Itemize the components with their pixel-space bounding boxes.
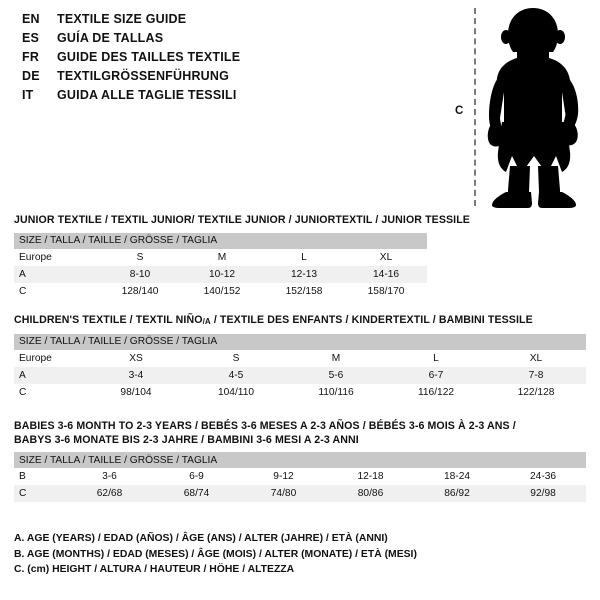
- table-band-row: SIZE / TALLA / TAILLE / GRÖSSE / TAGLIA: [14, 452, 587, 468]
- cell: 14-16: [345, 265, 428, 283]
- language-row-de: DE TEXTILGRÖSSENFÜHRUNG: [22, 69, 442, 88]
- section-title-babies-line1: BABIES 3-6 MONTH TO 2-3 YEARS / BEBÉS 3-…: [14, 420, 516, 432]
- table-row: A 3-4 4-5 5-6 6-7 7-8: [14, 366, 587, 384]
- language-row-it: IT GUIDA ALLE TAGLIE TESSILI: [22, 88, 442, 107]
- band-label-babies: SIZE / TALLA / TAILLE / GRÖSSE / TAGLIA: [14, 452, 587, 468]
- table-band-row: SIZE / TALLA / TAILLE / GRÖSSE / TAGLIA: [14, 333, 587, 350]
- section-title-children: CHILDREN'S TEXTILE / TEXTIL NIÑO/A / TEX…: [14, 314, 586, 329]
- cell: 8-10: [99, 265, 181, 283]
- table-row: C 98/104 104/110 110/116 116/122 122/128: [14, 383, 587, 401]
- cell: 6-7: [386, 366, 486, 384]
- table-row: C 62/68 68/74 74/80 80/86 86/92 92/98: [14, 485, 587, 502]
- table-babies-sizes: SIZE / TALLA / TAILLE / GRÖSSE / TAGLIA …: [14, 452, 587, 502]
- row-label: A: [14, 366, 86, 384]
- language-code-it: IT: [22, 88, 34, 102]
- cell: 18-24: [414, 468, 500, 485]
- language-code-de: DE: [22, 69, 40, 83]
- table-children-sizes: SIZE / TALLA / TAILLE / GRÖSSE / TAGLIA …: [14, 333, 587, 401]
- cell: 122/128: [486, 383, 587, 401]
- cell: 24-36: [500, 468, 587, 485]
- section-title-junior: JUNIOR TEXTILE / TEXTIL JUNIOR/ TEXTILE …: [14, 214, 470, 226]
- language-code-fr: FR: [22, 50, 40, 64]
- band-label-children: SIZE / TALLA / TAILLE / GRÖSSE / TAGLIA: [14, 333, 587, 350]
- row-label: Europe: [14, 248, 99, 266]
- cell: 9-12: [240, 468, 327, 485]
- cell: S: [186, 349, 286, 367]
- section-childrens-textile: CHILDREN'S TEXTILE / TEXTIL NIÑO/A / TEX…: [14, 314, 587, 401]
- cell: 92/98: [500, 485, 587, 502]
- cell: XS: [86, 349, 186, 367]
- table-band-row: SIZE / TALLA / TAILLE / GRÖSSE / TAGLIA: [14, 232, 428, 249]
- cell: 98/104: [86, 383, 186, 401]
- language-title-block: EN TEXTILE SIZE GUIDE ES GUÍA DE TALLAS …: [22, 12, 442, 107]
- row-label: B: [14, 468, 66, 485]
- row-label: A: [14, 265, 99, 283]
- legend-line-a: A. AGE (YEARS) / EDAD (AÑOS) / ÂGE (ANS)…: [14, 533, 388, 544]
- cell: 68/74: [153, 485, 240, 502]
- table-junior-sizes: SIZE / TALLA / TAILLE / GRÖSSE / TAGLIA …: [14, 232, 428, 300]
- section-title-children-pre: CHILDREN'S TEXTILE / TEXTIL NIÑO: [14, 314, 203, 326]
- cell: 4-5: [186, 366, 286, 384]
- language-title-fr: GUIDE DES TAILLES TEXTILE: [57, 50, 241, 64]
- cell: 74/80: [240, 485, 327, 502]
- table-row: Europe S M L XL: [14, 248, 428, 266]
- cell: 110/116: [286, 383, 386, 401]
- row-label: C: [14, 383, 86, 401]
- section-junior-textile: JUNIOR TEXTILE / TEXTIL JUNIOR/ TEXTILE …: [14, 214, 470, 300]
- table-row: B 3-6 6-9 9-12 12-18 18-24 24-36: [14, 468, 587, 485]
- cell: XL: [486, 349, 587, 367]
- cell: S: [99, 248, 181, 266]
- cell: 12-18: [327, 468, 414, 485]
- language-title-de: TEXTILGRÖSSENFÜHRUNG: [57, 69, 230, 83]
- legend-line-c: C. (cm) HEIGHT / ALTURA / HAUTEUR / HÖHE…: [14, 564, 295, 575]
- table-row: A 8-10 10-12 12-13 14-16: [14, 265, 428, 283]
- language-title-es: GUÍA DE TALLAS: [57, 31, 164, 45]
- section-babies-textile: BABIES 3-6 MONTH TO 2-3 YEARS / BEBÉS 3-…: [14, 420, 587, 502]
- row-label: Europe: [14, 349, 86, 367]
- language-code-es: ES: [22, 31, 40, 45]
- language-title-it: GUIDA ALLE TAGLIE TESSILI: [57, 88, 237, 102]
- cell: 140/152: [181, 282, 263, 300]
- cell: 10-12: [181, 265, 263, 283]
- cell: 158/170: [345, 282, 428, 300]
- cell: M: [286, 349, 386, 367]
- legend-block: A. AGE (YEARS) / EDAD (AÑOS) / ÂGE (ANS)…: [14, 531, 417, 578]
- cell: 152/158: [263, 282, 345, 300]
- cell: 6-9: [153, 468, 240, 485]
- cell: XL: [345, 248, 428, 266]
- height-axis-label-c: C: [455, 105, 464, 117]
- row-label: C: [14, 485, 66, 502]
- language-row-en: EN TEXTILE SIZE GUIDE: [22, 12, 442, 31]
- section-title-babies: BABIES 3-6 MONTH TO 2-3 YEARS / BEBÉS 3-…: [14, 420, 586, 447]
- language-code-en: EN: [22, 12, 40, 26]
- legend-line-b: B. AGE (MONTHS) / EDAD (MESES) / ÂGE (MO…: [14, 548, 417, 560]
- band-label-junior: SIZE / TALLA / TAILLE / GRÖSSE / TAGLIA: [14, 232, 428, 249]
- section-title-children-sub: /A: [202, 317, 211, 326]
- cell: 116/122: [386, 383, 486, 401]
- cell: 80/86: [327, 485, 414, 502]
- dashed-height-line-icon: [474, 8, 476, 206]
- cell: 86/92: [414, 485, 500, 502]
- row-label: C: [14, 282, 99, 300]
- cell: 5-6: [286, 366, 386, 384]
- cell: 3-6: [66, 468, 153, 485]
- cell: 7-8: [486, 366, 587, 384]
- language-row-fr: FR GUIDE DES TAILLES TEXTILE: [22, 50, 442, 69]
- cell: L: [263, 248, 345, 266]
- table-row: C 128/140 140/152 152/158 158/170: [14, 282, 428, 300]
- language-row-es: ES GUÍA DE TALLAS: [22, 31, 442, 50]
- cell: 104/110: [186, 383, 286, 401]
- cell: 128/140: [99, 282, 181, 300]
- section-title-children-post: / TEXTILE DES ENFANTS / KINDERTEXTIL / B…: [210, 314, 533, 326]
- cell: 12-13: [263, 265, 345, 283]
- cell: 3-4: [86, 366, 186, 384]
- language-title-en: TEXTILE SIZE GUIDE: [57, 12, 187, 26]
- cell: L: [386, 349, 486, 367]
- table-row: Europe XS S M L XL: [14, 349, 587, 367]
- toddler-silhouette-icon: [487, 8, 579, 208]
- cell: 62/68: [66, 485, 153, 502]
- section-title-babies-line2: BABYS 3-6 MONATE BIS 2-3 JAHRE / BAMBINI…: [14, 433, 359, 446]
- cell: M: [181, 248, 263, 266]
